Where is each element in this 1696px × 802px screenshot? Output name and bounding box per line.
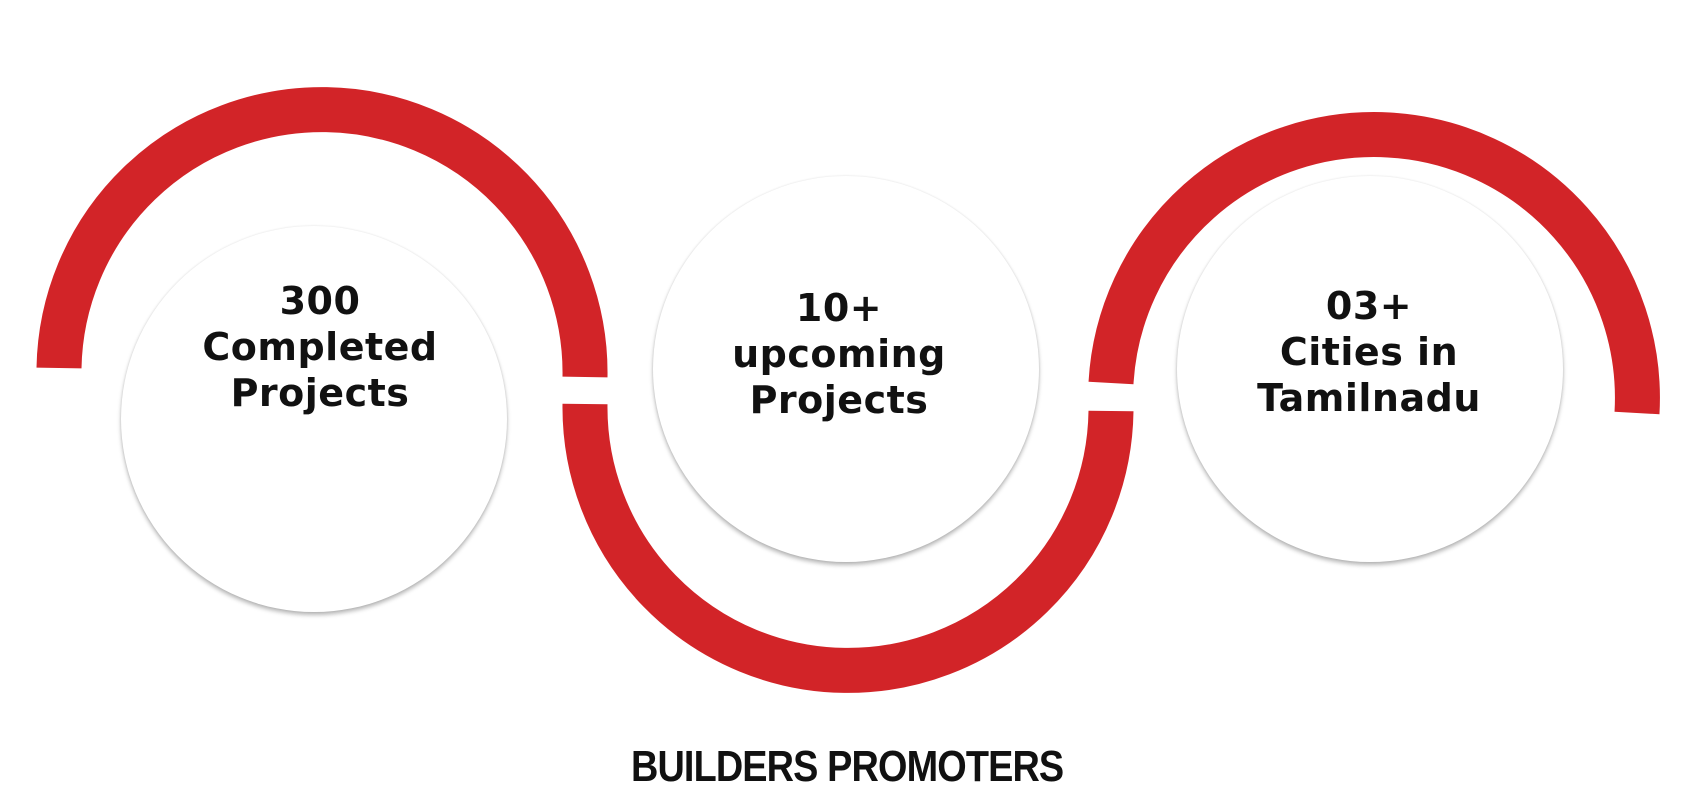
arc-top-left (36, 87, 608, 378)
stat-cities: 03+ Cities in Tamilnadu (1176, 283, 1562, 421)
arc-bottom-middle (562, 403, 1134, 693)
stat-label-line2: Projects (749, 378, 929, 422)
stat-label-line1: Cities in (1279, 330, 1459, 374)
stat-circle-upcoming (653, 176, 1039, 562)
stat-circle-cities (1177, 176, 1563, 562)
stat-label-line2: Tamilnadu (1257, 376, 1481, 420)
stat-value: 300 (279, 279, 361, 323)
stat-completed: 300 Completed Projects (127, 278, 513, 416)
stat-value: 10+ (795, 286, 883, 330)
stat-label-line2: Projects (230, 371, 410, 415)
brand-name: BUILDERS PROMOTERS (630, 742, 1064, 791)
arc-top-right (1088, 112, 1660, 415)
stat-label-line1: upcoming (732, 332, 946, 376)
stat-circle-completed (121, 226, 507, 612)
stat-upcoming: 10+ upcoming Projects (646, 285, 1032, 423)
stat-label-line1: Completed (202, 325, 438, 369)
stat-value: 03+ (1325, 284, 1413, 328)
